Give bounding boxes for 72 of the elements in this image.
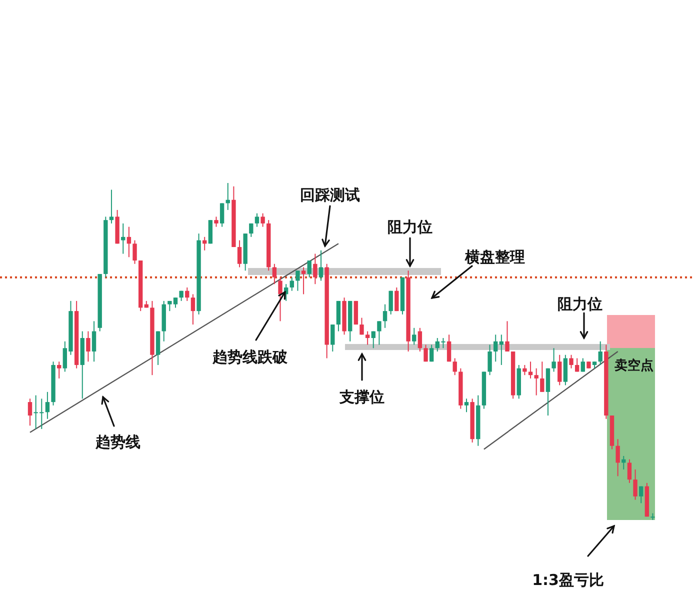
candlestick [254,212,260,228]
candlestick [365,330,370,346]
annotation: 阻力位 [558,295,602,314]
candlestick [394,286,399,312]
candlestick [237,240,242,268]
annotation: 阻力位 [388,218,432,236]
candlestick [616,438,620,477]
candlestick [57,361,62,379]
candlestick [546,368,550,416]
candlestick [534,368,538,396]
candlestick [260,212,265,228]
candlestick [424,344,428,362]
candlestick [464,398,469,413]
candlestick [499,334,504,366]
annotation: 支撑位 [338,388,384,406]
candlestick [371,330,376,349]
candlestick [418,327,422,352]
candlestick [429,344,434,362]
text: 1:3盈亏比 [532,571,604,590]
candlestick [272,263,277,285]
candlestick [330,324,335,352]
annotation: 趋势线 [94,433,140,452]
candlestick [488,344,492,376]
candlestick [558,354,562,386]
candlestick [360,317,364,336]
candlestick [388,290,393,315]
candlestick [494,334,498,362]
candlestick [598,340,602,366]
candlestick [45,391,50,420]
candlestick [307,260,312,278]
candlestick [627,458,632,484]
candlestick [290,276,294,292]
candlestick [505,320,510,352]
candlestick [528,361,533,379]
candlestick [412,327,416,346]
candlestick [92,320,96,362]
candlestick [569,354,574,369]
candlestick [296,270,300,292]
candlestick [377,320,382,346]
candlestick [574,358,580,372]
candlestick [121,222,126,254]
candlestick [336,300,341,332]
candlestick [278,276,282,322]
candlestick [190,294,196,326]
candlestick [446,334,452,362]
annotation: 卖空点 [614,358,654,374]
candlestick [109,189,114,224]
candlestick [156,330,160,366]
candlestick [552,348,556,372]
candlestick [126,226,132,258]
candlestick [249,222,254,238]
candlestick [313,253,318,285]
candlestick [382,304,388,328]
candlestick [540,361,544,392]
candlestick [185,286,190,302]
candlestick [220,202,224,228]
annotation: 趋势线跌破 [212,348,288,366]
candlestick [522,364,527,376]
candlestick [318,250,324,282]
candlestick [86,330,90,362]
candlestick [301,266,306,295]
candlestick [563,354,568,386]
candlestick [633,468,638,500]
candlestick [452,358,457,376]
candlestick [639,486,644,504]
candlestick [214,216,218,228]
candlestick [132,240,137,264]
candlestick [208,220,213,244]
candlestick [28,398,32,426]
annotation: 回踩测试 [300,186,360,204]
annotation: 横盘整理 [464,248,525,266]
candlestick [580,358,585,372]
